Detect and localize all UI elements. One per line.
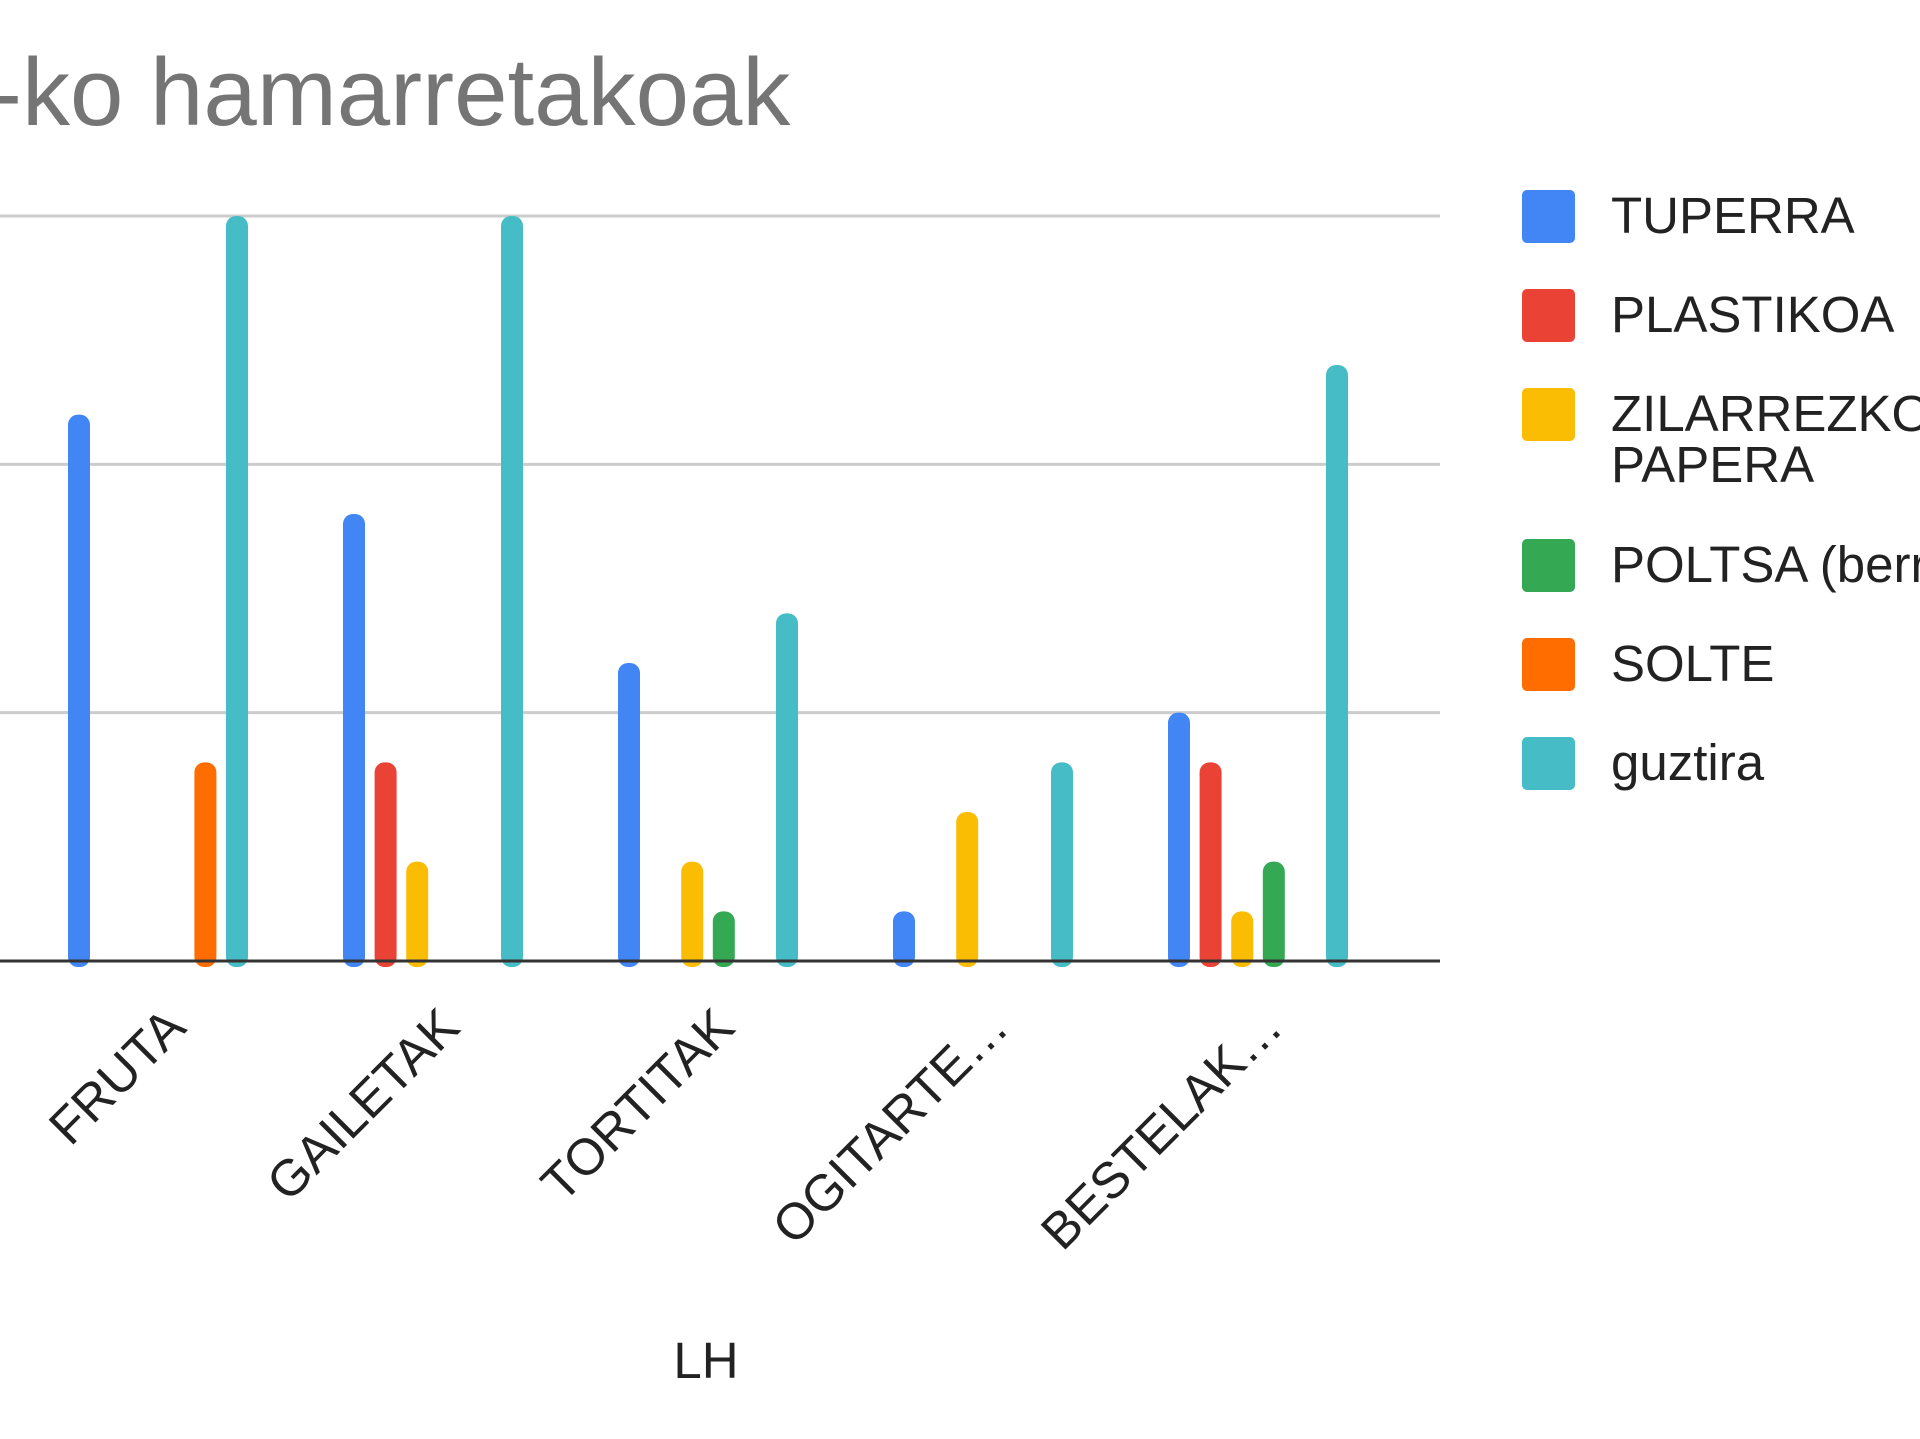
x-axis-title: LH: [673, 1332, 738, 1389]
chart-title: -ko hamarretakoak: [0, 39, 791, 146]
bar: [1199, 762, 1222, 967]
x-tick-label: GAILETAK: [256, 997, 470, 1211]
bar: [68, 414, 90, 968]
legend-label: ZILARREZKO: [1611, 385, 1920, 442]
x-tick-label: FRUTA: [38, 997, 196, 1155]
bar: [1051, 762, 1073, 967]
bar: [501, 216, 523, 967]
bar: [893, 911, 915, 967]
bar: [1168, 712, 1190, 967]
bar: [681, 861, 704, 967]
legend-label: SOLTE: [1611, 635, 1774, 692]
bar: [712, 911, 735, 967]
legend-label: PAPERA: [1611, 436, 1814, 493]
legend-label: guztira: [1611, 734, 1765, 791]
legend-label: POLTSA (berrerabilgarria): [1611, 536, 1920, 593]
bar: [406, 861, 429, 967]
bar: [226, 216, 248, 967]
legend-swatch: [1522, 737, 1575, 790]
x-tick-labels: FRUTA GAILETAK TORTITAK OGITARTE… BESTELAK…: [38, 997, 1293, 1260]
bar: [1262, 861, 1285, 967]
legend-label: PLASTIKOA: [1611, 286, 1894, 343]
bar: [343, 514, 365, 967]
legend-swatch: [1522, 638, 1575, 691]
legend-swatch: [1522, 289, 1575, 342]
gridlines: [0, 214, 1440, 715]
x-tick-label: TORTITAK: [530, 997, 745, 1212]
bar: [956, 812, 979, 967]
legend-swatch: [1522, 388, 1575, 441]
x-tick-label: OGITARTE…: [761, 997, 1018, 1254]
bar: [1231, 911, 1254, 967]
legend-swatch: [1522, 539, 1575, 592]
bar: [618, 663, 640, 967]
bar: [374, 762, 397, 967]
bar: [194, 762, 217, 967]
x-tick-label: BESTELAK…: [1030, 997, 1293, 1260]
bar: [776, 613, 798, 967]
bar: [1326, 365, 1348, 967]
legend-label: TUPERRA: [1611, 187, 1855, 244]
bars: [68, 216, 1348, 968]
legend-swatch: [1522, 190, 1575, 243]
